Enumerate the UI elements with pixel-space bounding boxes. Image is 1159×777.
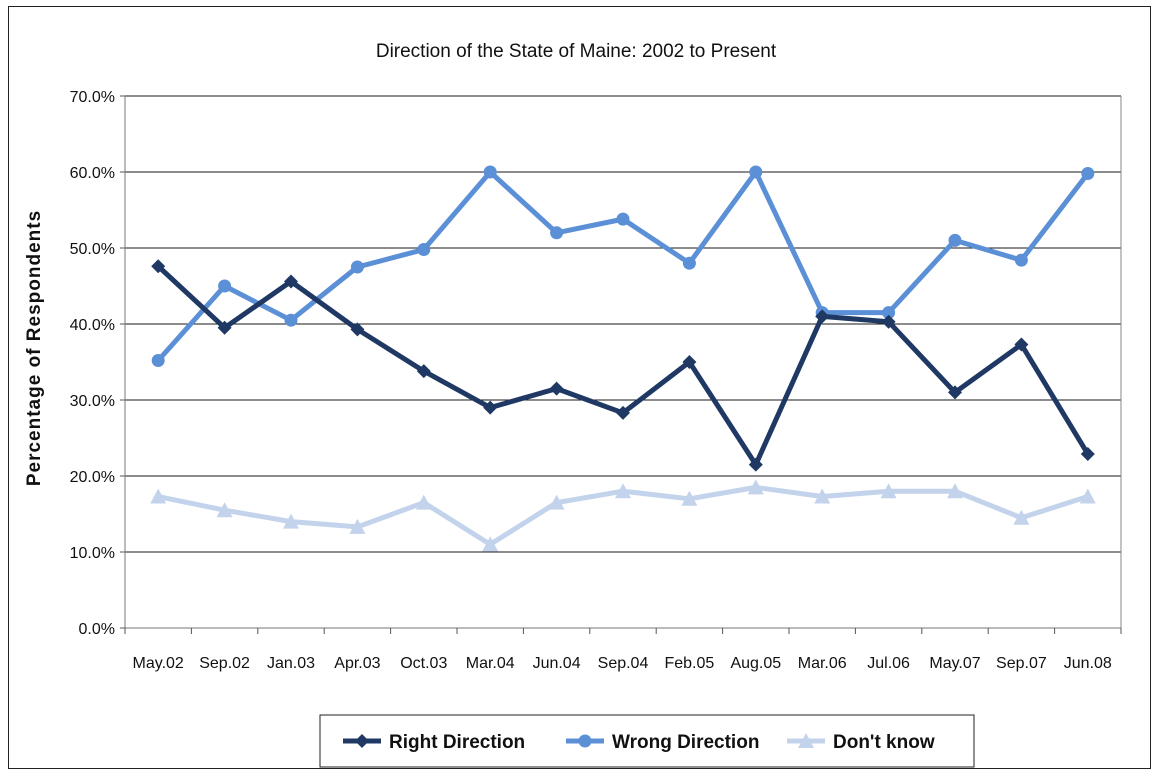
x-tick-label: Oct.03 [400,655,447,672]
data-point [948,385,962,400]
data-point [349,518,366,534]
x-tick-label: Jun.04 [533,655,581,672]
axes [120,95,1122,634]
legend-marker [798,733,814,748]
data-point [218,279,232,293]
data-point [1081,167,1095,181]
series [150,165,1096,552]
data-point [550,226,564,240]
x-tick-label: Aug.05 [730,655,781,672]
series-line [156,264,1090,468]
x-tick-label: Sep.07 [996,655,1047,672]
x-tick-label: Jun.08 [1064,655,1112,672]
y-tick-label: 10.0% [70,545,115,562]
data-point [947,483,963,499]
data-point [284,274,298,289]
y-tick-label: 60.0% [70,165,115,182]
data-point [815,309,830,324]
legend-label: Don't know [833,732,935,753]
data-point [284,313,298,327]
data-point [549,381,564,396]
data-point [416,364,431,379]
y-tick-labels: 0.0% 10.0% 20.0% 30.0% 40.0% 50.0% 60.0% 70.0% [70,89,115,638]
data-point [1080,446,1095,461]
legend-label: Wrong Direction [612,732,759,753]
data-point [151,259,166,274]
legend: Right Direction Wrong Direction Don't know [319,714,975,768]
data-point [616,405,630,420]
data-point [948,233,962,247]
data-point [881,314,896,329]
data-point [682,256,696,270]
x-tick-label: May.02 [133,655,184,672]
y-tick-label: 30.0% [70,393,115,410]
data-point [1079,488,1096,504]
y-tick-label: 70.0% [70,89,115,106]
data-point [483,400,498,415]
x-tick-label: Sep.02 [199,655,250,672]
data-point [1014,337,1029,352]
data-point [882,306,896,320]
x-tick-label: Jan.03 [267,655,315,672]
y-tick-label: 40.0% [70,317,115,334]
data-point [681,490,698,506]
data-point [350,322,365,337]
data-point [217,320,232,335]
data-point [216,502,233,518]
legend-marker [578,734,592,748]
data-point [482,536,499,552]
x-tick-label: Mar.04 [466,655,515,672]
x-tick-label: Sep.04 [598,655,649,672]
data-point [682,355,697,369]
legend-label: Right Direction [389,732,525,753]
data-point [283,513,299,529]
y-tick-label: 50.0% [70,241,115,258]
data-point [880,483,897,499]
data-point [150,488,167,504]
y-axis-label: Percentage of Respondents [24,210,45,486]
data-point [548,494,565,510]
y-tick-label: 0.0% [79,621,115,638]
x-tick-label: Apr.03 [334,655,380,672]
legend-marker [355,734,369,748]
x-tick-label: Feb.05 [664,655,714,672]
series-wrong-direction [151,165,1095,367]
data-point [350,260,364,274]
data-point [417,243,431,257]
data-point [1014,253,1028,267]
data-point [1013,509,1030,525]
x-tick-label: Mar.06 [798,655,847,672]
chart-frame [8,6,1151,769]
series-right-direction [151,259,1095,472]
legend-item: Wrong Direction [566,732,759,753]
data-point [151,353,165,367]
data-point [747,479,764,495]
series-line [156,169,1090,363]
data-point [749,165,763,179]
data-point [616,212,630,226]
y-tick-label: 20.0% [70,469,115,486]
data-point [483,165,497,179]
data-point [748,457,763,472]
series-don-t-know [150,479,1096,552]
legend-item: Don't know [787,732,935,753]
x-tick-label: Jul.06 [867,655,910,672]
x-tick-label: May.07 [929,655,980,672]
legend-box [319,714,975,768]
data-point [415,494,432,510]
x-tick-labels: May.02 Sep.02 Jan.03 Apr.03 Oct.03 Mar.04 Jun.… [133,655,1112,672]
data-point [814,488,831,504]
legend-item: Right Direction [343,732,525,753]
chart-title: Direction of the State of Maine: 2002 to… [376,41,777,62]
data-point [615,483,631,499]
